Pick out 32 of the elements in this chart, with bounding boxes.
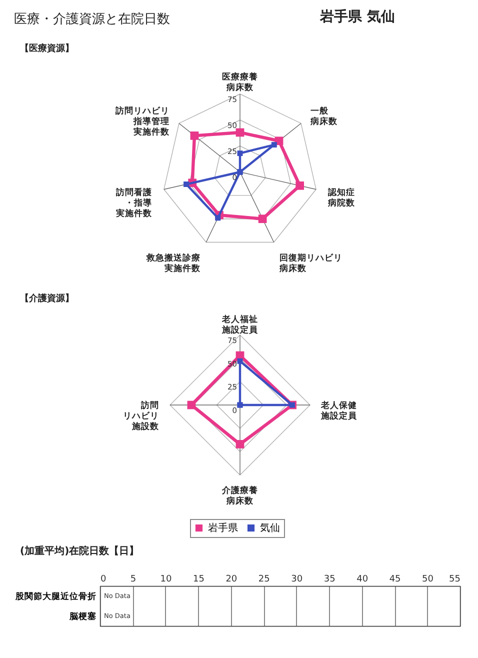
spoke-label: 介護療養病床数 [221, 485, 258, 507]
y-tick-label: 脳梗塞 [68, 611, 96, 622]
x-tick-label: 50 [422, 574, 434, 584]
spoke-label: 認知症病院数 [327, 187, 356, 209]
spoke-label: 一般病床数 [310, 106, 339, 128]
spoke-label: 医療療養病床数 [222, 72, 258, 94]
spoke-label: 訪問看護・指導実施件数 [114, 187, 153, 220]
spoke-label: 老人福祉施設定員 [221, 314, 259, 336]
spoke-label: 救急搬送診療実施件数 [146, 252, 202, 274]
y-tick-label: 股関節大腿近位骨折 [14, 591, 96, 602]
x-tick-label: 40 [356, 574, 368, 584]
spoke-label: 老人保健施設定員 [320, 400, 358, 422]
x-tick-label: 25 [258, 574, 270, 584]
legend-label: 岩手県 [208, 522, 238, 534]
x-tick-label: 10 [160, 574, 172, 584]
x-tick-label: 15 [192, 574, 204, 584]
spoke-label: 回復期リハビリ病床数 [278, 252, 342, 274]
x-tick-label: 30 [291, 574, 303, 584]
text: 【介護資源】 [20, 292, 74, 305]
legend-label: 気仙 [260, 523, 280, 534]
x-tick-label: 35 [324, 574, 336, 584]
x-tick-label: 5 [130, 574, 136, 584]
spoke-label: 訪問リハビリ施設数 [122, 400, 160, 432]
chart-subtitle: 岩手県 気仙 [320, 8, 395, 26]
text: 【医療資源】 [20, 42, 74, 55]
x-tick-label: 55 [449, 574, 460, 584]
x-tick-label: 0 [100, 574, 106, 584]
chart-title: 医療・介護資源と在院日数 [14, 11, 170, 28]
x-tick-label: 45 [389, 574, 401, 584]
chart-title: (加重平均)在院日数【日】 [20, 545, 140, 557]
x-tick-label: 20 [226, 574, 238, 584]
spoke-label: 訪問リハビリ指導管理実施件数 [114, 106, 170, 138]
